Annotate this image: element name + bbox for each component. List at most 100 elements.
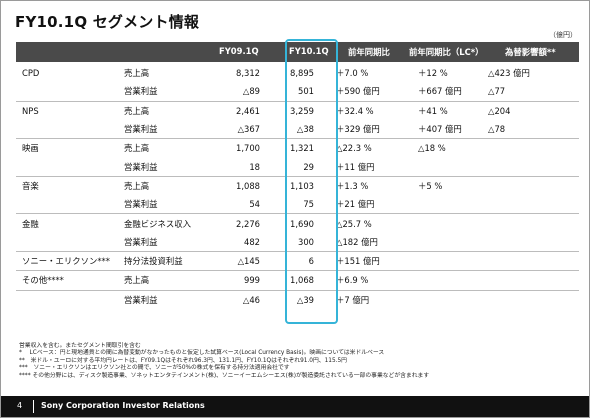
segment-name: ソニー・エリクソン*** <box>16 251 118 272</box>
fy10-value: 300 <box>264 232 324 252</box>
page-title: FY10.1Q セグメント情報 <box>15 13 200 31</box>
header-fx: 為替影響額** <box>505 47 556 57</box>
segment-name: 金融 <box>22 218 39 229</box>
segment-name <box>16 195 118 215</box>
table-row: CPD 売上高 8,312 8,895 ＋7.0 % ＋12 % △423 億円 <box>16 64 579 82</box>
item-name: 持分法投資利益 <box>118 251 205 272</box>
fy10-value: △39 <box>296 294 314 305</box>
table-row: NPS 売上高 2,461 3,259 ＋32.4 % ＋41 % △204 <box>16 101 579 120</box>
yoy-change: ＋7 億円 <box>336 294 370 305</box>
fy09-value: 18 <box>205 157 264 177</box>
yoy-change: ＋6.9 % <box>324 270 400 291</box>
table-row: その他**** 売上高 999 1,068 ＋6.9 % <box>16 270 579 291</box>
yoy-change: ＋7.0 % <box>336 68 369 79</box>
segment-name: 映画 <box>22 143 39 154</box>
fy10-value: 1,321 <box>290 143 314 154</box>
fy09-value: 8,312 <box>236 68 260 79</box>
table-row: 金融 金融ビジネス収入 2,276 1,690 △25.7 % <box>16 214 579 233</box>
segment-name: その他**** <box>16 270 118 291</box>
fy10-value: △38 <box>264 119 324 140</box>
yoy-lc-change <box>400 290 482 309</box>
fx-impact <box>482 195 579 215</box>
segment-name <box>16 82 118 102</box>
yoy-change: △25.7 % <box>336 218 372 229</box>
unit-label: （億円） <box>549 31 577 39</box>
footnote: *** ソニー・エリクソンはエリクソン社との間で、ソニーが50%の株式を保有する… <box>19 365 290 372</box>
fx-impact <box>482 270 579 291</box>
item-name: 金融ビジネス収入 <box>124 218 191 229</box>
fy09-value: 1,700 <box>236 143 260 154</box>
table-header: FY09.1Q FY10.1Q 前年同期比 前年同期比（LC*） 為替影響額** <box>16 42 579 62</box>
yoy-lc-change: ＋12 % <box>418 68 448 79</box>
segment-name: CPD <box>22 68 40 79</box>
yoy-change: ＋151 億円 <box>324 251 400 272</box>
fy09-value: 482 <box>205 232 264 252</box>
footnotes: 営業収入を含む。またセグメント間取引を含む * LCベース：円と現地通貨との間に… <box>19 343 429 380</box>
page-number: 4 <box>17 401 23 410</box>
header-fy09: FY09.1Q <box>219 46 259 56</box>
yoy-lc-change: △18 % <box>418 143 446 154</box>
segment-name <box>16 290 118 309</box>
yoy-change: ＋329 億円 <box>324 119 400 140</box>
yoy-change: ＋1.3 % <box>336 180 369 191</box>
table-row: ソニー・エリクソン*** 持分法投資利益 △145 6 ＋151 億円 <box>16 251 579 272</box>
table-row: 営業利益 482 300 △182 億円 <box>16 232 579 252</box>
table-row: 営業利益 △367 △38 ＋329 億円 ＋407 億円 △78 <box>16 119 579 140</box>
fy10-value: 3,259 <box>290 105 314 116</box>
fy10-highlight-frame <box>285 39 338 324</box>
footnote: * LCベース：円と現地通貨との間に為替変動がなかったものと仮定した試算ベース(… <box>19 350 385 357</box>
item-name: 営業利益 <box>124 294 158 305</box>
fy10-value: 6 <box>264 251 324 272</box>
item-name: 売上高 <box>118 270 205 291</box>
fx-impact: △77 <box>482 82 579 102</box>
yoy-lc-change: ＋5 % <box>418 180 443 191</box>
footnote: **** その他分野には、ディスク製造事業、ソネットエンタテインメント(株)、ソ… <box>19 372 430 379</box>
item-name: 営業利益 <box>118 195 205 215</box>
fy09-value: 2,461 <box>236 105 260 116</box>
table-row: 営業利益 △89 501 ＋590 億円 ＋667 億円 △77 <box>16 82 579 102</box>
footer-company: Sony Corporation Investor Relations <box>41 401 205 410</box>
item-name: 営業利益 <box>118 82 205 102</box>
fx-impact <box>482 139 579 158</box>
fy10-value: 29 <box>264 157 324 177</box>
yoy-lc-change <box>400 251 482 272</box>
segment-name: NPS <box>22 105 39 116</box>
fy09-value: 2,276 <box>236 218 260 229</box>
fy09-value: △367 <box>205 119 264 140</box>
footer-divider <box>33 400 34 413</box>
footnote: ** 米ドル・ユーロに対する平均円レートは、FY09.1Qはそれぞれ96.3円、… <box>19 357 347 364</box>
yoy-lc-change <box>400 195 482 215</box>
fx-impact <box>482 251 579 272</box>
fy10-value: 8,895 <box>290 68 314 79</box>
fx-impact <box>482 232 579 252</box>
yoy-change: ＋32.4 % <box>336 105 374 116</box>
fx-impact: △78 <box>482 119 579 140</box>
yoy-lc-change: ＋407 億円 <box>400 119 482 140</box>
fy09-value: 54 <box>205 195 264 215</box>
fy10-value: 1,103 <box>290 180 314 191</box>
segment-name <box>16 232 118 252</box>
fx-impact <box>482 290 579 309</box>
footnote: 営業収入を含む。またセグメント間取引を含む <box>19 343 141 349</box>
fy10-value: 1,690 <box>290 218 314 229</box>
yoy-change: △182 億円 <box>324 232 400 252</box>
segment-table: CPD 売上高 8,312 8,895 ＋7.0 % ＋12 % △423 億円 営業利益 △8… <box>16 64 579 309</box>
fx-impact: △423 億円 <box>488 68 530 79</box>
yoy-lc-change <box>400 270 482 291</box>
segment-name <box>16 119 118 140</box>
table-row: 営業利益 54 75 ＋21 億円 <box>16 195 579 215</box>
fy10-value: 75 <box>264 195 324 215</box>
fy09-value: △89 <box>205 82 264 102</box>
fx-impact <box>482 214 579 233</box>
fy10-value: 501 <box>264 82 324 102</box>
fy09-value: 999 <box>205 270 264 291</box>
fy10-value: 1,068 <box>264 270 324 291</box>
item-name: 売上高 <box>124 180 150 191</box>
item-name: 営業利益 <box>118 119 205 140</box>
item-name: 営業利益 <box>118 232 205 252</box>
fy09-value: 1,088 <box>236 180 260 191</box>
header-yoy: 前年同期比 <box>348 47 390 57</box>
table-row: 営業利益 △46 △39 ＋7 億円 <box>16 290 579 309</box>
fx-impact: △204 <box>488 105 511 116</box>
